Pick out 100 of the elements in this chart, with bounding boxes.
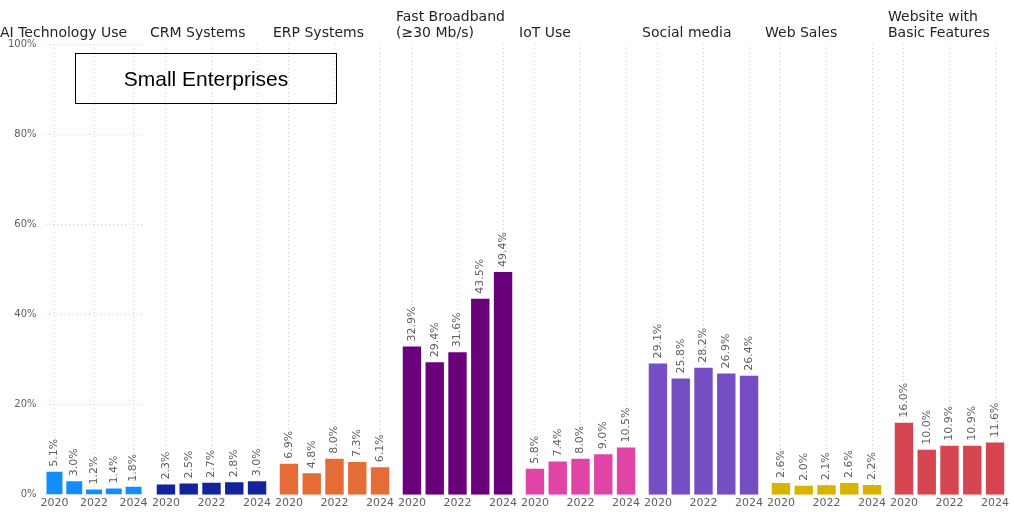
annotation: Small Enterprises xyxy=(75,53,337,104)
data-label: 2.3% xyxy=(158,451,172,480)
data-label: 9.0% xyxy=(596,421,610,450)
data-label: 2.6% xyxy=(842,450,856,479)
x-tick-label: 2020 xyxy=(520,496,549,510)
bar xyxy=(279,463,299,495)
x-tick-label: 2024 xyxy=(243,496,272,510)
x-tick-label: 2022 xyxy=(566,496,595,510)
data-label: 3.0% xyxy=(249,448,263,477)
data-label: 8.0% xyxy=(573,425,587,454)
data-label: 6.9% xyxy=(281,430,295,459)
x-tick-label: 2024 xyxy=(735,496,764,510)
x-tick-label: 2020 xyxy=(151,496,180,510)
x-tick-label: 2022 xyxy=(812,496,841,510)
data-label: 25.8% xyxy=(673,338,687,374)
bar xyxy=(370,467,390,495)
chart-title: Website with Basic Features xyxy=(888,7,991,40)
x-tick-label: 2022 xyxy=(80,496,109,510)
data-label: 11.6% xyxy=(987,402,1001,438)
data-label: 8.0% xyxy=(327,425,341,454)
data-label: 29.4% xyxy=(427,322,441,358)
data-label: 2.7% xyxy=(204,449,218,478)
x-tick-label: 2022 xyxy=(689,496,718,510)
data-label: 6.1% xyxy=(372,434,386,463)
data-label: 31.6% xyxy=(450,312,464,348)
data-label: 1.2% xyxy=(86,456,100,485)
x-tick-label: 2024 xyxy=(858,496,887,510)
x-tick-label: 2022 xyxy=(935,496,964,510)
bar xyxy=(525,468,545,495)
chart-title: Web Sales xyxy=(765,23,839,40)
x-tick-label: 2020 xyxy=(274,496,303,510)
bar xyxy=(963,445,982,495)
chart-title: CRM Systems xyxy=(150,23,247,40)
chart-title: AI Technology Use xyxy=(0,23,129,40)
data-label: 10.0% xyxy=(919,409,933,445)
bar xyxy=(616,447,636,495)
x-tick-label: 2022 xyxy=(197,496,226,510)
data-label: 10.5% xyxy=(618,407,632,443)
y-tick-label: 20% xyxy=(14,398,37,410)
y-tick-label: 0% xyxy=(20,488,37,500)
bar xyxy=(471,298,490,495)
bar xyxy=(894,422,914,495)
chart-title: Social media xyxy=(642,23,733,40)
bar xyxy=(594,454,613,495)
bar xyxy=(739,375,759,495)
data-label: 26.4% xyxy=(741,335,755,371)
bar xyxy=(402,346,422,495)
data-label: 10.9% xyxy=(942,405,956,441)
bar xyxy=(571,458,590,495)
data-label: 1.8% xyxy=(126,453,140,482)
x-tick-label: 2020 xyxy=(766,496,795,510)
data-label: 2.6% xyxy=(773,450,787,479)
data-label: 2.0% xyxy=(796,452,810,481)
data-label: 7.3% xyxy=(350,428,364,457)
bar xyxy=(694,367,713,495)
data-label: 2.2% xyxy=(864,451,878,480)
chart-title: ERP Systems xyxy=(273,23,365,40)
data-label: 2.1% xyxy=(819,452,833,481)
data-label: 32.9% xyxy=(404,306,418,342)
x-tick-label: 2020 xyxy=(397,496,426,510)
data-label: 1.4% xyxy=(106,455,120,484)
chart-title: Fast Broadband (≥30 Mb/s) xyxy=(396,7,506,40)
bar xyxy=(493,272,513,495)
bar xyxy=(302,473,321,495)
x-tick-label: 2022 xyxy=(320,496,349,510)
bar xyxy=(425,362,444,495)
bar xyxy=(448,352,467,495)
x-tick-label: 2024 xyxy=(612,496,641,510)
data-label: 5.8% xyxy=(527,435,541,464)
data-label: 5.1% xyxy=(47,438,61,467)
data-label: 29.1% xyxy=(650,323,664,359)
data-label: 26.9% xyxy=(719,333,733,369)
data-label: 43.5% xyxy=(473,258,487,294)
x-tick-label: 2020 xyxy=(643,496,672,510)
x-tick-label: 2022 xyxy=(443,496,472,510)
data-label: 49.4% xyxy=(495,232,509,268)
y-tick-label: 40% xyxy=(14,308,37,320)
bar xyxy=(648,363,668,495)
chart-title: IoT Use xyxy=(519,23,572,40)
x-tick-label: 2020 xyxy=(40,496,69,510)
bar xyxy=(717,373,736,495)
bar xyxy=(348,461,367,495)
data-label: 3.0% xyxy=(67,448,81,477)
data-label: 2.8% xyxy=(227,449,241,478)
bar xyxy=(325,458,344,495)
x-tick-label: 2024 xyxy=(119,496,148,510)
x-tick-label: 2024 xyxy=(489,496,518,510)
data-label: 7.4% xyxy=(550,428,564,457)
data-label: 16.0% xyxy=(896,382,910,418)
x-tick-label: 2024 xyxy=(981,496,1010,510)
data-label: 10.9% xyxy=(965,405,979,441)
y-tick-label: 80% xyxy=(14,127,37,139)
data-label: 4.8% xyxy=(304,440,318,469)
bar xyxy=(940,445,959,495)
data-label: 28.2% xyxy=(696,327,710,363)
bar xyxy=(671,378,690,495)
x-tick-label: 2020 xyxy=(889,496,918,510)
data-label: 2.5% xyxy=(181,450,195,479)
bar xyxy=(985,442,1005,495)
y-tick-label: 100% xyxy=(8,37,37,49)
